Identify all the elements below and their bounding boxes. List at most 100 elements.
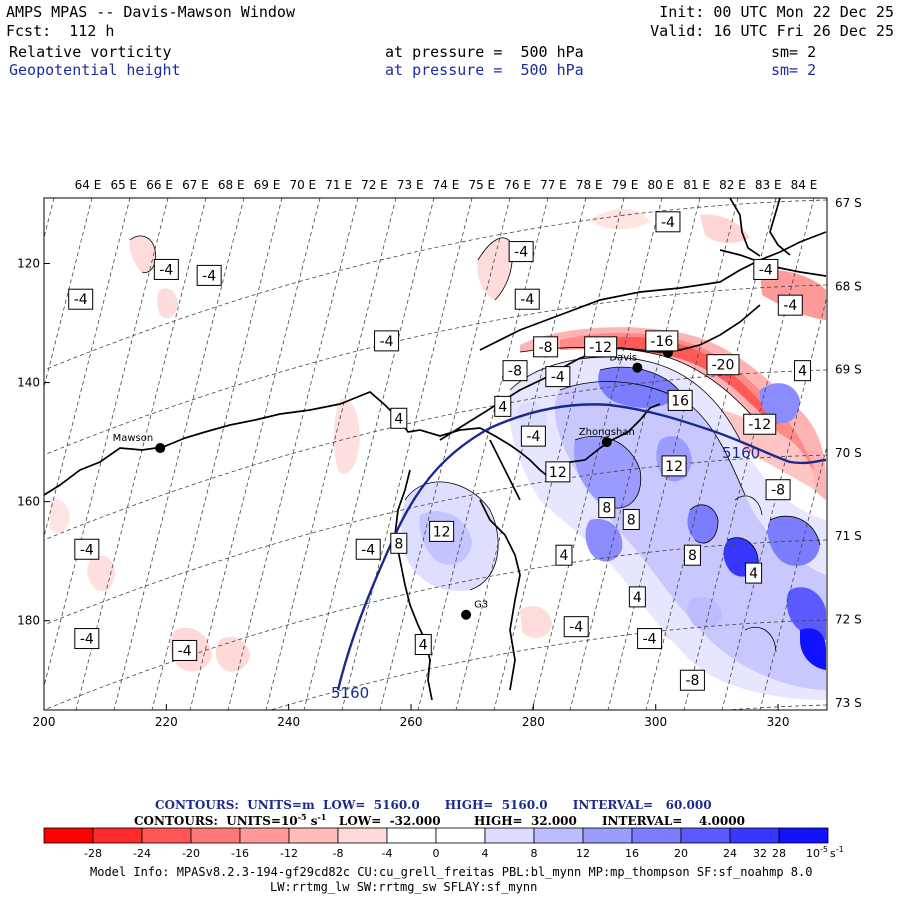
latitude-label: 71 S xyxy=(835,529,862,543)
longitude-label: 84 E xyxy=(791,178,818,192)
vorticity-label: -12 xyxy=(584,336,618,358)
vorticity-label: 4 xyxy=(414,634,432,656)
vorticity-label: -4 xyxy=(196,264,222,286)
height-contour-info: CONTOURS: UNITS=m LOW= 5160.0 HIGH= 5160… xyxy=(155,798,712,812)
svg-text:-4: -4 xyxy=(74,292,88,308)
longitude-label: 80 E xyxy=(647,178,674,192)
svg-text:-8: -8 xyxy=(771,483,785,499)
height-contour-label: 5160 xyxy=(722,444,760,462)
x-tick-label: 220 xyxy=(155,715,178,729)
x-tick-label: 260 xyxy=(400,715,423,729)
vorticity-label: -4 xyxy=(514,288,540,310)
vorticity-label: -4 xyxy=(172,639,198,661)
svg-text:4: 4 xyxy=(633,590,642,606)
svg-text:4: 4 xyxy=(394,411,403,427)
valid-time: Valid: 16 UTC Fri 26 Dec 25 xyxy=(650,22,894,40)
vorticity-labels: -4 -4 -4 -4 -4 -4 -4 -4 -4 -8 -12 -16 -20 -8 -4 4 -12 -8 4… xyxy=(68,211,812,691)
colorbar-swatch xyxy=(729,827,780,844)
plot-title: AMPS MPAS -- Davis-Mawson Window xyxy=(6,3,295,21)
svg-text:8: 8 xyxy=(688,548,697,564)
height-contour-label: 5160 xyxy=(331,684,369,702)
colorbar: -28 -24 -20 -16 -12 -8 -4 0 4 8 12 16 20 24 28 32 10-5 s-… xyxy=(43,827,844,860)
model-physics: LW:rrtmg_lw SW:rrtmg_sw SFLAY:sf_mynn xyxy=(270,880,538,894)
vorticity-shading xyxy=(50,208,826,700)
longitude-label: 72 E xyxy=(361,178,388,192)
longitude-label: 64 E xyxy=(75,178,102,192)
colorbar-swatch xyxy=(484,827,535,844)
field1-name: Relative vorticity xyxy=(9,43,172,61)
vorticity-label: 8 xyxy=(598,497,616,519)
vorticity-label: -4 xyxy=(637,628,663,650)
vorticity-label: -4 xyxy=(74,628,100,650)
x-tick-label: 280 xyxy=(522,715,545,729)
station-marker xyxy=(461,609,472,620)
longitude-label: 67 E xyxy=(182,178,209,192)
latitude-label: 70 S xyxy=(835,446,862,460)
svg-text:-4: -4 xyxy=(520,292,534,308)
vorticity-label: -20 xyxy=(706,354,740,376)
colorbar-swatch xyxy=(337,827,388,844)
colorbar-swatch xyxy=(680,827,731,844)
vorticity-label: -4 xyxy=(153,258,179,280)
svg-text:-4: -4 xyxy=(526,429,540,445)
svg-text:-8: -8 xyxy=(539,340,553,356)
colorbar-label: 28 xyxy=(772,847,786,860)
latitude-label: 68 S xyxy=(835,279,862,293)
svg-text:12: 12 xyxy=(433,524,451,540)
svg-text:16: 16 xyxy=(671,393,689,409)
colorbar-swatch xyxy=(778,827,829,844)
x-tick-label: 200 xyxy=(33,715,56,729)
station-label: Mawson xyxy=(113,433,154,444)
station-label: Zhongshan xyxy=(579,427,635,438)
colorbar-label: 4 xyxy=(482,847,489,860)
vorticity-label: -4 xyxy=(520,425,546,447)
svg-text:12: 12 xyxy=(665,459,683,475)
vorticity-label: -4 xyxy=(753,258,779,280)
vorticity-label: 4 xyxy=(628,586,646,608)
colorbar-label: -8 xyxy=(333,847,344,860)
station-marker xyxy=(155,443,166,454)
svg-text:4: 4 xyxy=(749,566,758,582)
svg-text:8: 8 xyxy=(394,536,403,552)
colorbar-swatch xyxy=(631,827,682,844)
latitude-label: 72 S xyxy=(835,613,862,627)
svg-text:12: 12 xyxy=(549,465,567,481)
y-tick-label: 160 xyxy=(17,495,40,509)
longitude-label: 71 E xyxy=(325,178,352,192)
colorbar-label: 32 xyxy=(753,847,767,860)
field2-smooth: sm= 2 xyxy=(771,61,817,79)
x-tick-label: 300 xyxy=(644,715,667,729)
colorbar-units: 10-5 s-1 xyxy=(806,845,844,860)
vorticity-label: 12 xyxy=(545,461,571,483)
colorbar-swatch xyxy=(288,827,339,844)
vorticity-label: -16 xyxy=(645,330,679,352)
x-tick-label: 320 xyxy=(767,715,790,729)
svg-text:8: 8 xyxy=(627,512,636,528)
svg-text:-4: -4 xyxy=(178,643,192,659)
longitude-label: 73 E xyxy=(397,178,424,192)
colorbar-label: -12 xyxy=(280,847,298,860)
colorbar-label: 16 xyxy=(625,847,639,860)
colorbar-swatch xyxy=(435,827,486,844)
longitude-label: 75 E xyxy=(468,178,495,192)
vorticity-label: -8 xyxy=(502,360,528,382)
vorticity-label: 12 xyxy=(661,455,687,477)
init-time: Init: 00 UTC Mon 22 Dec 25 xyxy=(659,3,894,21)
vorticity-label: -4 xyxy=(374,330,400,352)
vorticity-label: -4 xyxy=(508,241,534,263)
colorbar-swatch xyxy=(92,827,143,844)
field2-name: Geopotential height xyxy=(9,61,181,79)
longitude-label: 79 E xyxy=(612,178,639,192)
colorbar-label: -24 xyxy=(133,847,151,860)
vorticity-label: -8 xyxy=(533,336,559,358)
longitude-label: 69 E xyxy=(254,178,281,192)
colorbar-swatch xyxy=(190,827,241,844)
colorbar-swatch xyxy=(239,827,290,844)
forecast-hour: Fcst: 112 h xyxy=(6,22,115,40)
height-contour-5160 xyxy=(336,403,827,691)
y-tick-label: 180 xyxy=(17,614,40,628)
colorbar-swatch xyxy=(582,827,633,844)
svg-text:-8: -8 xyxy=(508,364,522,380)
station-label: Davis xyxy=(609,353,637,364)
longitude-label: 83 E xyxy=(755,178,782,192)
